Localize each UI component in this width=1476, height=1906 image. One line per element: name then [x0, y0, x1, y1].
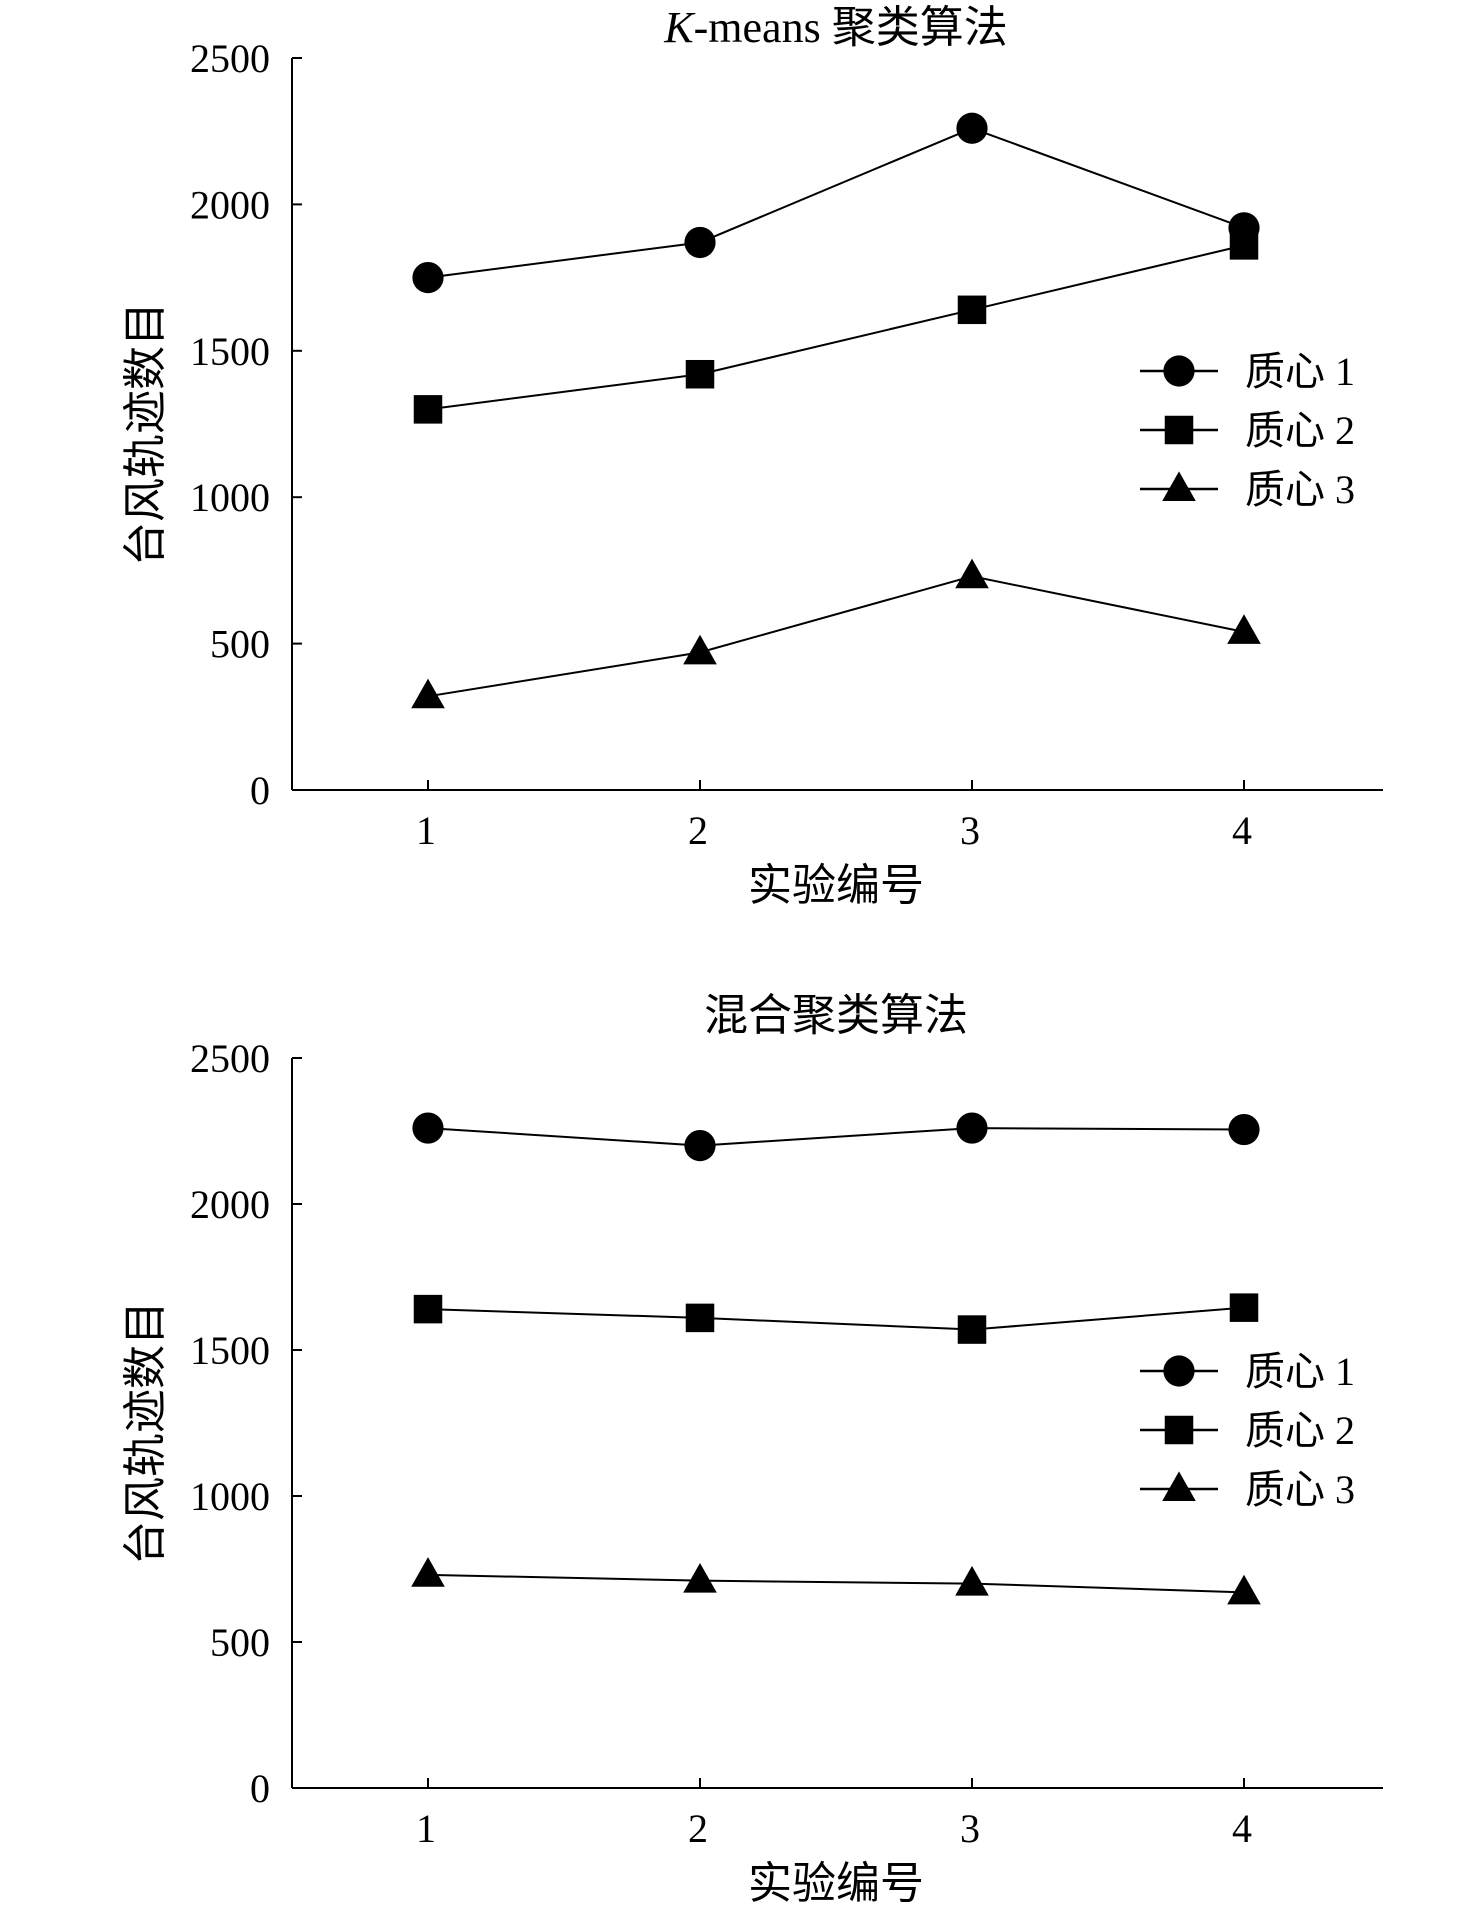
- data-point: [683, 634, 717, 665]
- chart-title: 混合聚类算法: [704, 991, 968, 1040]
- data-point: [411, 1557, 445, 1587]
- legend-marker: [1162, 471, 1196, 501]
- series-2: [413, 1293, 1259, 1344]
- legend-label: 质心 2: [1245, 1408, 1355, 1453]
- data-point: [685, 359, 715, 389]
- chart-2: 混合聚类算法 0 500 1000 1500 2000 2500 1 2 3 4 实验编号 台风轨迹数目…: [121, 991, 1383, 1906]
- legend: 质心 1 质心 2 质心 3: [1140, 1349, 1355, 1512]
- y-tick-label: 2500: [190, 1036, 270, 1081]
- series-3: [411, 1557, 1261, 1605]
- legend-item: 质心 2: [1140, 408, 1355, 453]
- data-point: [955, 1565, 989, 1596]
- y-tick-label: 500: [210, 1620, 270, 1665]
- chart-title-italic: K: [663, 3, 696, 52]
- series-line: [427, 1306, 1245, 1331]
- legend-marker: [1163, 1355, 1195, 1387]
- legend-label: 质心 3: [1245, 467, 1355, 512]
- x-tick-label: 1: [416, 808, 436, 853]
- series-2: [413, 231, 1259, 424]
- y-tick-label: 0: [250, 768, 270, 813]
- data-point: [955, 558, 989, 589]
- series-1: [412, 1112, 1260, 1162]
- data-point: [1229, 231, 1259, 260]
- legend-item: 质心 1: [1140, 349, 1355, 394]
- chart-title-text: 混合聚类算法: [704, 991, 968, 1040]
- legend-label: 质心 3: [1245, 1467, 1355, 1512]
- y-tick-label: 1000: [190, 475, 270, 520]
- legend-item: 质心 3: [1140, 467, 1355, 512]
- series-3: [411, 558, 1261, 709]
- y-tick-label: 1000: [190, 1474, 270, 1519]
- chart-1: K-means 聚类算法 0 500 1000 1500 2000 2500 1 2 3 4 实验编号…: [121, 3, 1383, 910]
- data-point: [413, 1294, 443, 1324]
- legend-marker: [1163, 355, 1195, 387]
- legend-marker: [1164, 415, 1194, 445]
- x-axis-label: 实验编号: [748, 1859, 924, 1906]
- series-line: [427, 575, 1245, 698]
- data-point: [683, 1563, 717, 1593]
- x-tick-label: 4: [1232, 808, 1252, 853]
- y-tick-label: 500: [210, 622, 270, 667]
- legend-item: 质心 2: [1140, 1408, 1355, 1453]
- y-axis-label: 台风轨迹数目: [121, 1301, 170, 1565]
- chart-title-text: -means 聚类算法: [694, 3, 1008, 52]
- y-tick-label: 1500: [190, 329, 270, 374]
- data-point: [684, 226, 716, 259]
- data-point: [685, 1303, 715, 1333]
- series-1: [412, 112, 1260, 294]
- x-tick-label: 2: [688, 1806, 708, 1851]
- legend-item: 质心 3: [1140, 1467, 1355, 1512]
- legend-label: 质心 1: [1245, 1349, 1355, 1394]
- data-point: [1227, 614, 1261, 644]
- data-point: [1229, 1293, 1259, 1322]
- legend-marker: [1162, 1471, 1196, 1501]
- legend-label: 质心 2: [1245, 408, 1355, 453]
- y-tick-label: 2500: [190, 36, 270, 81]
- series-line: [427, 1573, 1245, 1594]
- y-tick-label: 2000: [190, 182, 270, 227]
- data-point: [412, 262, 444, 294]
- legend-label: 质心 1: [1245, 349, 1355, 394]
- data-point: [684, 1130, 716, 1162]
- x-tick-label: 3: [960, 808, 980, 853]
- data-point: [1227, 1574, 1261, 1605]
- legend-item: 质心 1: [1140, 1349, 1355, 1394]
- x-tick-label: 2: [688, 808, 708, 853]
- series-line: [427, 1127, 1245, 1147]
- y-axis-label: 台风轨迹数目: [121, 302, 170, 566]
- data-point: [413, 395, 443, 424]
- legend-marker: [1164, 1415, 1194, 1445]
- data-point: [411, 678, 445, 709]
- series-line: [427, 244, 1245, 411]
- y-tick-label: 2000: [190, 1182, 270, 1227]
- x-axis-label: 实验编号: [748, 861, 924, 910]
- data-point: [956, 112, 988, 144]
- y-tick-label: 0: [250, 1766, 270, 1811]
- x-tick-label: 1: [416, 1806, 436, 1851]
- data-point: [956, 1112, 988, 1144]
- y-tick-label: 1500: [190, 1328, 270, 1373]
- data-point: [1228, 1113, 1260, 1146]
- data-point: [957, 1315, 987, 1344]
- data-point: [957, 295, 987, 325]
- legend: 质心 1 质心 2 质心 3: [1140, 349, 1355, 512]
- data-point: [412, 1112, 444, 1144]
- x-tick-label: 4: [1232, 1806, 1252, 1851]
- series-line: [427, 127, 1245, 279]
- chart-title: K-means 聚类算法: [663, 3, 1007, 52]
- x-tick-label: 3: [960, 1806, 980, 1851]
